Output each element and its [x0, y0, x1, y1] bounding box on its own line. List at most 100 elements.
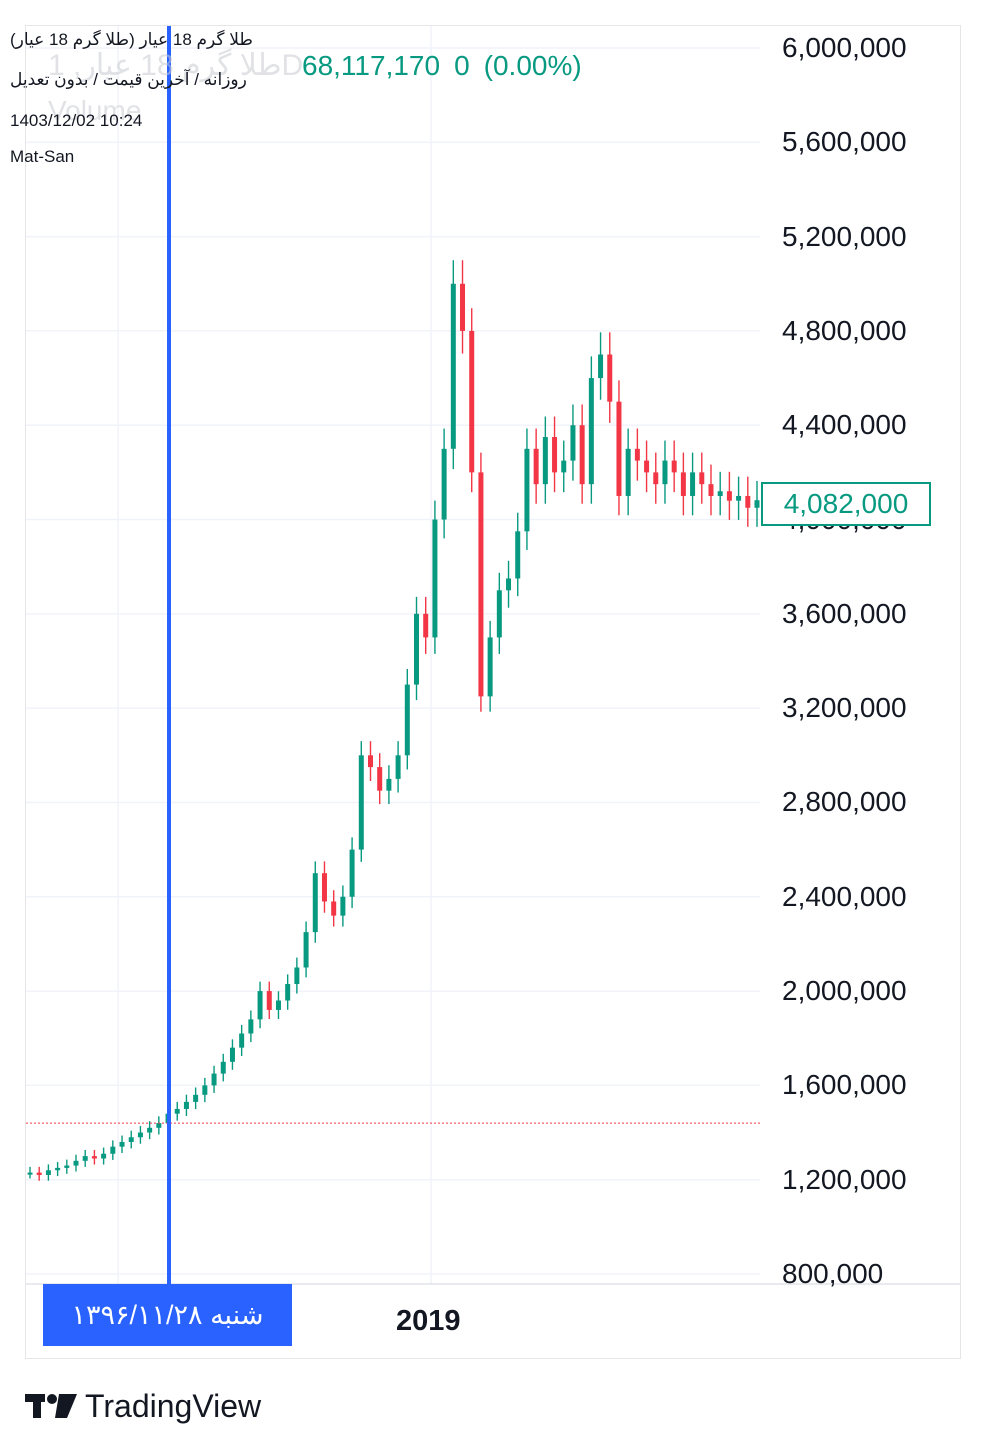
y-tick-label: 2,400,000: [782, 880, 907, 912]
candle-body: [285, 984, 291, 1001]
candle-body: [193, 1094, 199, 1102]
y-tick-label: 4,400,000: [782, 409, 907, 441]
watermark-volume: Volume: [48, 95, 142, 126]
y-tick-label: 2,000,000: [782, 975, 907, 1007]
candle-body: [588, 378, 594, 485]
candle-body: [64, 1165, 70, 1168]
candle-body: [36, 1172, 42, 1175]
candle-body: [607, 354, 613, 402]
candle-body: [404, 684, 410, 756]
candle-body: [55, 1167, 61, 1171]
candle-body: [708, 484, 714, 496]
candle-body: [524, 448, 530, 532]
tradingview-logo[interactable]: TradingView: [25, 1386, 261, 1426]
candle-body: [680, 472, 686, 496]
y-tick-label: 1,600,000: [782, 1069, 907, 1101]
y-tick-label: 4,800,000: [782, 314, 907, 346]
candle-body: [45, 1170, 51, 1175]
candle-body: [460, 283, 466, 331]
chart-frame: [25, 25, 961, 1359]
candle-body: [634, 448, 640, 461]
candle-body: [101, 1153, 107, 1159]
candle-body: [644, 460, 650, 473]
candle-body: [183, 1101, 189, 1109]
candle-body: [579, 425, 585, 485]
candle-body: [377, 767, 383, 791]
chart-settings-label: روزانه / آخرین قیمت / بدون تعدیل: [10, 70, 247, 89]
y-tick-label: 800,000: [782, 1258, 884, 1289]
candle-body: [414, 613, 420, 685]
candle-body: [432, 519, 438, 638]
candle-body: [137, 1132, 143, 1138]
candle-body: [542, 437, 548, 485]
candle-body: [174, 1108, 180, 1114]
candle-body: [27, 1172, 33, 1175]
candle-body: [91, 1156, 97, 1159]
crosshair-layer: [26, 26, 760, 1284]
candle-body: [229, 1047, 235, 1062]
candle-body: [515, 531, 521, 579]
candle-body: [496, 590, 502, 638]
candle-body: [321, 873, 327, 902]
candle-body: [156, 1123, 162, 1128]
candle-body: [699, 472, 705, 485]
candle-body: [367, 755, 373, 768]
candle-body: [220, 1061, 226, 1074]
candle-body: [82, 1156, 88, 1161]
y-tick-label: 6,000,000: [782, 32, 907, 63]
candle-body: [294, 967, 300, 985]
quote-readout: 68,117,170 0 (0.00%): [302, 50, 596, 82]
candle-body: [349, 849, 355, 897]
price-series: [27, 260, 760, 1181]
candle-body: [266, 991, 272, 1010]
y-tick-label: 3,600,000: [782, 597, 907, 629]
candle-body: [248, 1019, 254, 1034]
candle-body: [441, 448, 447, 520]
symbol-title: طلا گرم 18 عیار (طلا گرم 18 عیار): [10, 30, 253, 49]
candle-body: [653, 472, 659, 485]
change-value: 0: [454, 50, 470, 81]
candle-body: [340, 896, 346, 916]
candle-body: [450, 283, 456, 449]
candle-body: [506, 578, 512, 591]
change-percent: (0.00%): [483, 50, 582, 81]
candle-body: [662, 460, 668, 485]
candle-body: [754, 500, 760, 508]
candle-body: [616, 401, 622, 496]
candle-body: [119, 1141, 125, 1147]
candle-body: [312, 873, 318, 933]
candle-body: [211, 1073, 217, 1086]
last-price-value: 68,117,170: [302, 50, 441, 81]
candle-body: [128, 1137, 134, 1142]
candle-body: [561, 460, 567, 473]
y-tick-label: 5,200,000: [782, 220, 907, 252]
candle-body: [478, 472, 484, 697]
candle-body: [625, 448, 631, 496]
candle-body: [717, 491, 723, 496]
last-update-datetime: 1403/12/02 10:24: [10, 111, 143, 130]
data-source-label: Mat-San: [10, 147, 75, 166]
candle-body: [690, 472, 696, 496]
last-price-badge: 4,082,000: [761, 482, 931, 526]
candle-body: [147, 1127, 153, 1133]
candle-body: [552, 437, 558, 473]
candle-body: [73, 1160, 79, 1166]
candle-body: [331, 901, 337, 916]
y-tick-label: 2,800,000: [782, 786, 907, 818]
candle-body: [395, 755, 401, 779]
candle-body: [386, 778, 392, 791]
candle-body: [533, 448, 539, 485]
x-axis-tick-2019: 2019: [396, 1305, 461, 1337]
candle-body: [202, 1085, 208, 1095]
watermark-symbol: طلا گرم 18 عیار, 1D: [48, 49, 304, 82]
candle-body: [745, 495, 751, 508]
y-tick-label: 1,200,000: [782, 1163, 907, 1195]
tradingview-icon: [25, 1394, 77, 1418]
candle-body: [257, 991, 263, 1020]
candle-body: [598, 354, 604, 379]
y-tick-label: 5,600,000: [782, 126, 907, 158]
candle-body: [423, 613, 429, 638]
candle-body: [726, 491, 732, 501]
candle-body: [469, 330, 475, 473]
